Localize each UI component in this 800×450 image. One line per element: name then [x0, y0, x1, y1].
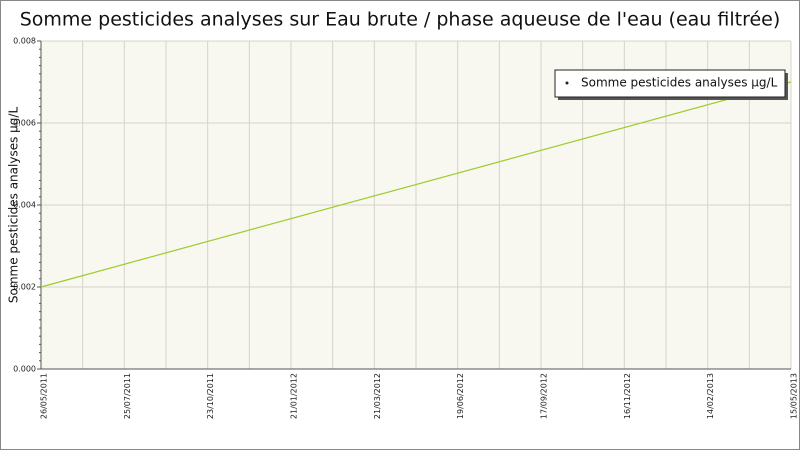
y-tick-label: 0.000 [13, 365, 36, 374]
legend-box [554, 69, 786, 98]
y-tick-label: 0.002 [13, 283, 36, 292]
x-tick-label: 17/09/2012 [540, 373, 549, 419]
legend-label: Somme pesticides analyses µg/L [581, 76, 778, 90]
x-tick-label: 21/01/2012 [290, 373, 299, 419]
x-tick-label: 25/07/2011 [123, 373, 132, 419]
x-tick-label: 16/11/2012 [623, 373, 632, 419]
x-tick-label: 21/03/2012 [373, 373, 382, 419]
y-tick-label: 0.008 [13, 37, 36, 46]
y-tick-label: 0.004 [13, 201, 36, 210]
x-tick-label: 15/05/2013 [790, 373, 799, 419]
x-tick-label: 26/05/2011 [40, 373, 49, 419]
x-tick-label: 23/10/2011 [206, 373, 215, 419]
chart-title: Somme pesticides analyses sur Eau brute … [20, 9, 781, 31]
legend-marker [565, 81, 569, 85]
x-tick-label: 19/06/2012 [456, 373, 465, 419]
y-axis-label: Somme pesticides analyses µg/L [7, 107, 21, 304]
data-line [40, 81, 792, 288]
x-tick-label: 14/02/2013 [706, 373, 715, 419]
legend: Somme pesticides analyses µg/L [554, 69, 788, 100]
y-tick-label: 0.006 [13, 119, 36, 128]
